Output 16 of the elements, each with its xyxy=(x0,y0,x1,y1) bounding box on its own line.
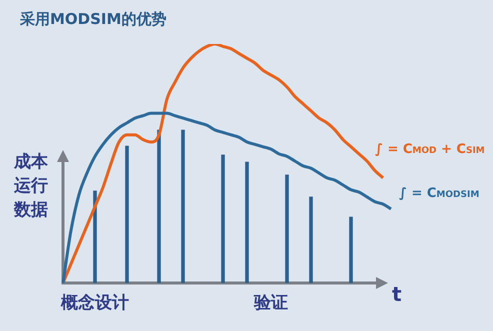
series-label: ∫ = CMOD + CSIM xyxy=(375,142,485,157)
series-label: ∫ = CMODSIM xyxy=(399,186,480,201)
bar xyxy=(349,216,353,283)
x-axis-title: t xyxy=(392,282,402,306)
bar xyxy=(285,174,289,283)
bar xyxy=(93,190,97,283)
y-axis-title: 成本运行数据 xyxy=(14,151,49,222)
x-tick-label: 验证 xyxy=(253,292,288,313)
bar xyxy=(309,196,313,283)
bar xyxy=(181,130,185,283)
x-tick-label: 概念设计 xyxy=(60,292,129,313)
chart-title: 采用MODSIM的优势 xyxy=(20,10,166,29)
bar xyxy=(245,162,249,283)
bar xyxy=(157,130,161,283)
bar xyxy=(125,146,129,283)
bar xyxy=(221,154,225,283)
